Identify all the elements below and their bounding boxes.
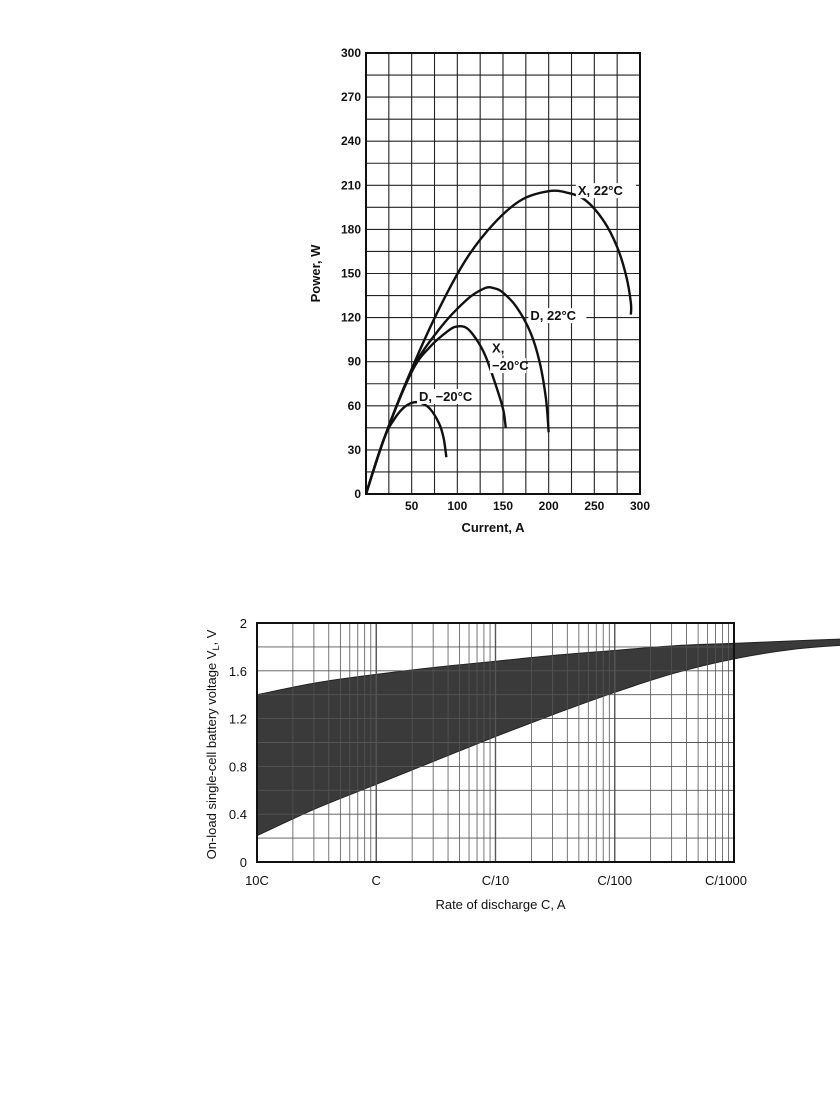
chart2-x-tick-label: C [372,873,381,888]
chart2-plot-frame [256,622,735,863]
chart1-y-tick-label: 300 [341,46,361,60]
chart1-x-tick-label: 100 [447,499,467,513]
chart2-y-axis-label: On-load single-cell battery voltage VL, … [204,629,221,859]
chart1-series-x-22c [364,189,633,495]
chart1-y-tick-label: 180 [341,222,361,236]
power-current-chart: 0 30 60 90 120 150 180 210 240 270 300 50 100 150 200 2… [308,46,650,535]
chart2-grid [256,622,735,863]
chart1-plot-frame [365,52,641,495]
chart1-series-x-minus20c [364,324,507,495]
chart1-y-tick-label: 0 [354,487,361,501]
chart2-x-tick-label: C/100 [597,873,632,888]
chart1-label-background [528,308,587,324]
chart1-y-tick-label: 120 [341,311,361,325]
chart1-series [364,189,633,495]
chart2-y-tick-label: 0.4 [229,807,247,822]
chart1-y-tick-label: 150 [341,267,361,281]
chart1-x-tick-label: 50 [405,499,419,513]
chart2-tick-labels: 0 0.4 0.8 1.2 1.6 2 10C C C/10 C/100 C/1000 [229,616,747,888]
chart1-series-labels: X, 22°C D, 22°C X, −20°C D, −20°C [416,183,636,404]
chart1-series-d-minus20c [364,400,448,495]
chart2-voltage-band [256,638,840,837]
chart1-series-label: D, 22°C [530,308,576,323]
chart1-x-tick-label: 200 [539,499,559,513]
chart1-x-tick-label: 300 [630,499,650,513]
chart1-series-label: −20°C [492,358,529,373]
chart2-y-tick-label: 0.8 [229,759,247,774]
chart2-y-axis-label-main: On-load single-cell battery voltage V [204,650,219,859]
chart1-y-axis-label: Power, W [308,244,323,303]
chart1-label-background [416,388,479,404]
chart2-y-axis-label-subscript: L [211,646,221,651]
chart1-y-tick-label: 240 [341,134,361,148]
chart2-y-tick-label: 2 [240,616,247,631]
chart1-x-axis-label: Current, A [461,520,525,535]
chart1-label-background [575,183,636,199]
chart1-y-tick-label: 90 [348,355,362,369]
chart1-y-tick-label: 60 [348,399,362,413]
chart1-label-background [490,358,527,374]
chart1-y-tick-label: 30 [348,443,362,457]
chart1-x-tick-label: 250 [584,499,604,513]
chart2-x-tick-label: C/1000 [705,873,747,888]
chart1-label-background [490,340,505,356]
chart1-tick-labels: 0 30 60 90 120 150 180 210 240 270 300 50 100 150 200 2… [341,46,650,513]
chart2-x-tick-label: C/10 [482,873,509,888]
chart2-y-axis-label-unit: , V [204,629,219,645]
chart2-x-axis-label: Rate of discharge C, A [435,897,565,912]
chart1-y-tick-label: 270 [341,90,361,104]
chart2-y-tick-label: 0 [240,855,247,870]
chart2-x-tick-label: 10C [245,873,269,888]
chart1-x-tick-label: 150 [493,499,513,513]
chart2-y-tick-label: 1.6 [229,664,247,679]
chart1-series-label: X, 22°C [578,183,624,198]
chart1-series-label: X, [492,340,504,355]
chart1-y-tick-label: 210 [341,178,361,192]
chart2-y-tick-label: 1.2 [229,712,247,727]
chart1-series-label: D, −20°C [419,389,473,404]
